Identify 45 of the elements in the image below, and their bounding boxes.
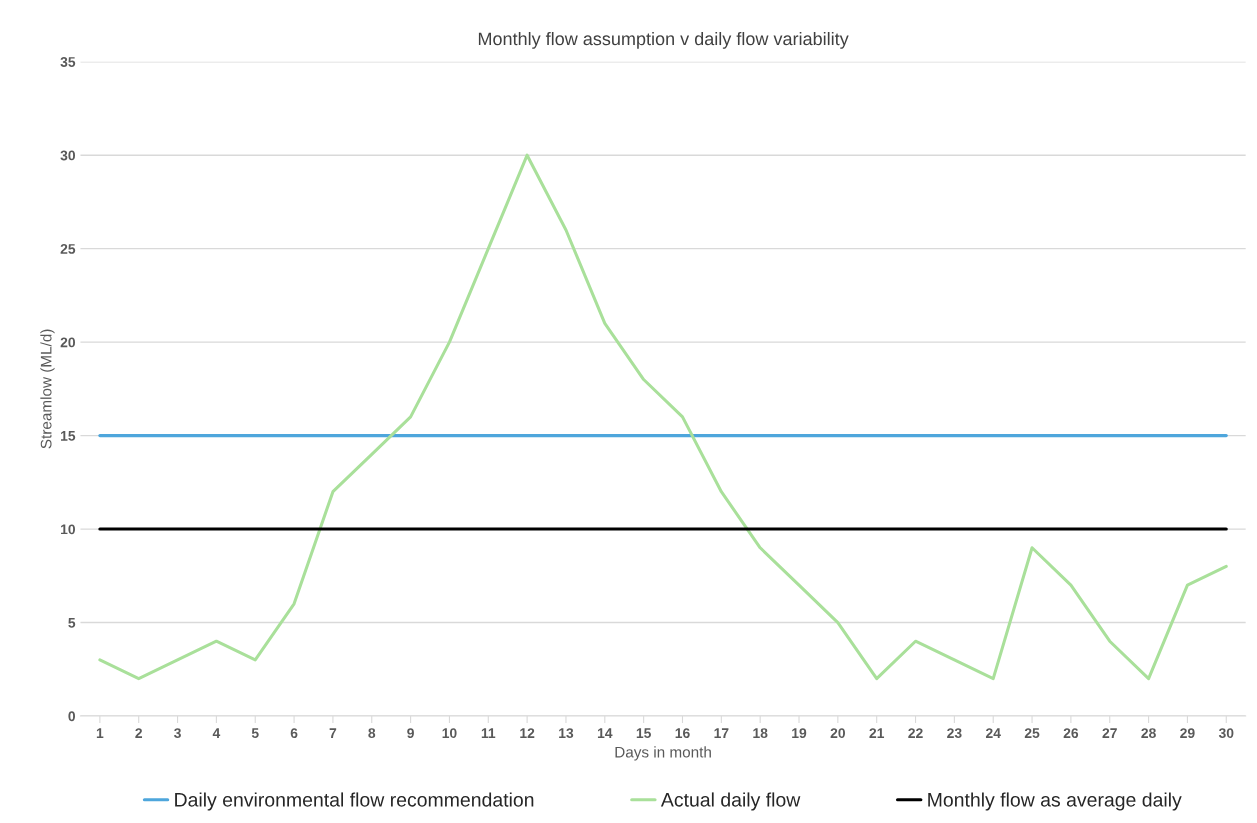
legend-label: Daily environmental flow recommendation xyxy=(175,792,534,811)
x-tick-label: 28 xyxy=(1141,728,1156,739)
x-tick-label: 29 xyxy=(1180,728,1195,739)
x-tick-label: 30 xyxy=(1218,728,1234,739)
x-tick-label: 8 xyxy=(368,728,376,739)
x-tick-label: 1 xyxy=(96,728,104,738)
legend-label: Actual daily flow xyxy=(660,792,801,811)
x-tick-label: 12 xyxy=(520,728,535,738)
chart-title: Monthly flow assumption v daily flow variability xyxy=(478,31,849,49)
y-tick-label: 15 xyxy=(61,431,76,441)
x-tick-label: 5 xyxy=(251,728,259,739)
y-tick-label: 25 xyxy=(60,244,76,254)
x-tick-label: 23 xyxy=(947,728,962,739)
x-tick-label: 6 xyxy=(290,728,298,739)
y-tick-label: 20 xyxy=(60,337,76,348)
x-tick-label: 16 xyxy=(675,728,690,739)
x-tick-label: 27 xyxy=(1102,728,1117,738)
x-tick-label: 17 xyxy=(714,728,729,738)
y-tick-label: 10 xyxy=(61,524,76,535)
x-axis-title: Days in month xyxy=(615,746,711,761)
y-axis-title: Streamlow (ML/d) xyxy=(40,329,55,449)
x-tick-label: 18 xyxy=(753,728,768,739)
x-tick-label: 25 xyxy=(1024,728,1040,739)
x-tick-label: 20 xyxy=(830,728,846,739)
x-tick-label: 11 xyxy=(481,728,496,738)
x-tick-label: 15 xyxy=(636,728,651,739)
y-tick-label: 0 xyxy=(68,711,76,722)
y-tick-label: 30 xyxy=(60,150,76,161)
x-tick-label: 9 xyxy=(407,728,414,739)
x-tick-label: 10 xyxy=(442,728,457,739)
x-tick-label: 13 xyxy=(559,728,574,739)
line-series xyxy=(98,153,1228,681)
x-tick-label: 22 xyxy=(908,728,923,738)
x-tick-label: 26 xyxy=(1063,728,1079,739)
legend-label: Monthly flow as average daily xyxy=(928,792,1182,811)
x-tick-label: 4 xyxy=(212,728,221,738)
x-tick-label: 7 xyxy=(329,728,337,738)
x-tick-label: 19 xyxy=(792,728,807,739)
x-tick-label: 21 xyxy=(869,728,885,738)
x-tick-label: 2 xyxy=(135,728,143,738)
x-tick-label: 14 xyxy=(597,728,613,738)
y-tick-label: 5 xyxy=(68,618,76,628)
x-tick-label: 3 xyxy=(174,728,181,739)
x-tick-label: 24 xyxy=(985,728,1001,738)
y-tick-label: 35 xyxy=(60,57,76,67)
